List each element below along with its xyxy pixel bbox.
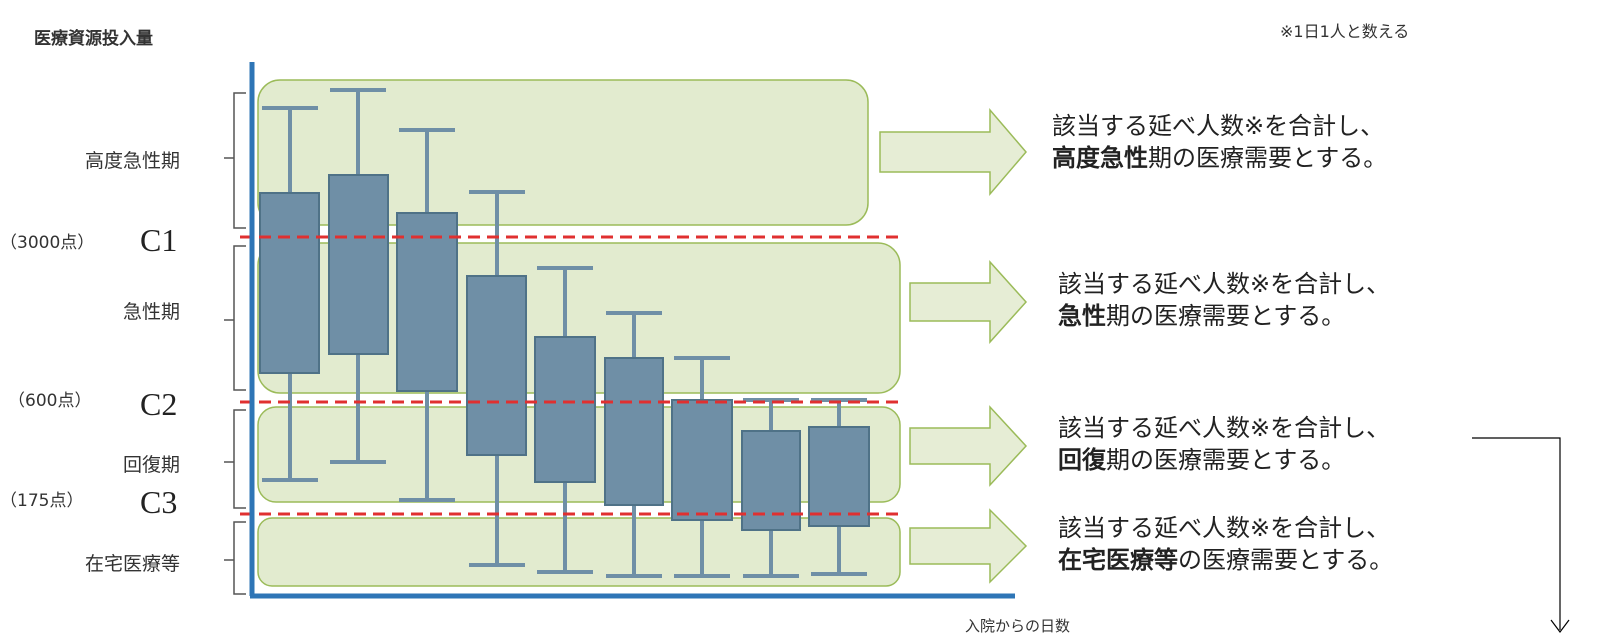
box-plot: [534, 266, 596, 574]
result-bold: 高度急性: [1052, 144, 1148, 172]
arrow-high-acute: [879, 107, 1027, 197]
right-connector: [1472, 437, 1570, 633]
footnote: ※1日1人と数える: [1280, 22, 1410, 41]
threshold-id-c1: C1: [140, 222, 178, 258]
brace-high-acute: [224, 92, 246, 229]
connector-line: [1472, 437, 1561, 630]
box-plot: [604, 311, 664, 578]
result-tail: 期の医療需要とする。: [1148, 144, 1388, 172]
box-plot: [741, 398, 801, 578]
result-text-acute: 該当する延べ人数※を合計し、 急性期の医療需要とする。: [1058, 268, 1390, 332]
box-plots: [259, 88, 870, 578]
result-tail: 期の医療需要とする。: [1106, 446, 1346, 474]
result-line2: 急性期の医療需要とする。: [1058, 300, 1390, 332]
band-home-care: [257, 517, 901, 587]
box-plot-box: [534, 336, 596, 483]
box-plot-box: [741, 430, 801, 531]
result-text-home-care: 該当する延べ人数※を合計し、 在宅医療等の医療需要とする。: [1058, 512, 1393, 576]
phase-braces: [224, 92, 246, 595]
threshold-points-c3: （175点）: [0, 491, 84, 511]
box-plot: [808, 398, 870, 576]
result-line2: 回復期の医療需要とする。: [1058, 444, 1390, 476]
phase-label-high-acute: 高度急性期: [84, 150, 180, 172]
x-axis-title: 入院からの日数: [965, 617, 1071, 635]
phase-label-recovery: 回復期: [122, 454, 180, 476]
box-plot: [396, 128, 458, 502]
box-plot-box: [808, 426, 870, 527]
box-plot-box: [328, 174, 389, 355]
box-plot-box: [604, 357, 664, 506]
box-plot: [259, 106, 320, 482]
axes: [249, 62, 1015, 599]
box-plot: [328, 88, 389, 464]
brace-recovery: [224, 409, 246, 509]
band-high-acute: [257, 79, 869, 226]
result-text-high-acute: 該当する延べ人数※を合計し、 高度急性期の医療需要とする。: [1052, 110, 1387, 174]
y-axis-title: 医療資源投入量: [34, 29, 153, 49]
threshold-id-c2: C2: [140, 386, 178, 422]
box-plot-box: [259, 192, 320, 374]
box-plot-box: [396, 212, 458, 392]
phase-label-home-care: 在宅医療等: [84, 553, 180, 575]
result-bold: 急性: [1058, 302, 1106, 330]
box-plot: [466, 190, 527, 567]
arrow-home-care: [909, 508, 1028, 584]
arrow-recovery: [909, 405, 1028, 487]
box-plot-box: [671, 399, 733, 521]
threshold-points-c1: （3000点）: [0, 233, 95, 253]
result-line1: 該当する延べ人数※を合計し、: [1052, 112, 1385, 140]
result-text-recovery: 該当する延べ人数※を合計し、 回復期の医療需要とする。: [1058, 412, 1390, 476]
box-plot: [671, 356, 733, 578]
result-bold: 回復: [1058, 446, 1106, 474]
result-line2: 高度急性期の医療需要とする。: [1052, 142, 1387, 174]
box-plot-box: [466, 275, 527, 456]
result-line1: 該当する延べ人数※を合計し、: [1058, 414, 1391, 442]
result-line2: 在宅医療等の医療需要とする。: [1058, 544, 1393, 576]
threshold-lines: [240, 235, 900, 516]
result-tail: の医療需要とする。: [1178, 546, 1394, 574]
brace-home-care: [224, 521, 246, 595]
threshold-id-c3: C3: [140, 484, 178, 520]
brace-acute: [224, 245, 246, 391]
phase-label-acute: 急性期: [122, 301, 180, 323]
result-bold: 在宅医療等: [1058, 546, 1178, 574]
result-arrows: [879, 107, 1028, 584]
result-line1: 該当する延べ人数※を合計し、: [1058, 270, 1391, 298]
connector-arrowhead: [1550, 619, 1570, 633]
result-line1: 該当する延べ人数※を合計し、: [1058, 514, 1391, 542]
result-tail: 期の医療需要とする。: [1106, 302, 1346, 330]
threshold-points-c2: （600点）: [8, 391, 92, 411]
arrow-acute: [909, 260, 1028, 344]
